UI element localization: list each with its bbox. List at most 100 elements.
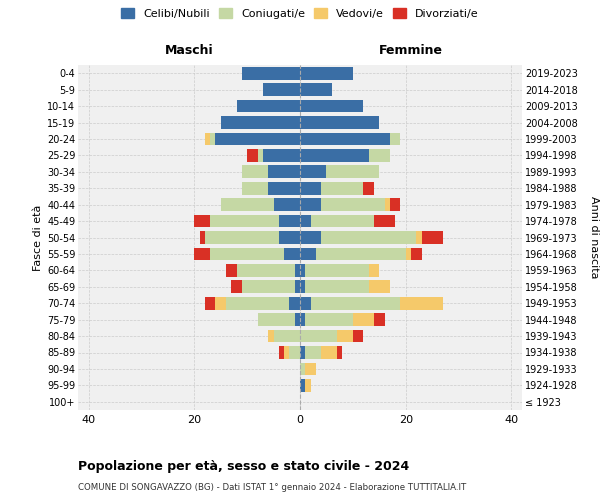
Bar — [369, 264, 379, 277]
Bar — [300, 330, 337, 342]
Bar — [236, 264, 295, 277]
Bar — [337, 346, 342, 359]
Bar — [289, 297, 300, 310]
Bar — [364, 182, 374, 194]
Bar — [300, 379, 305, 392]
Bar — [374, 313, 385, 326]
Bar — [321, 346, 337, 359]
Y-axis label: Fasce di età: Fasce di età — [32, 204, 43, 270]
Bar — [205, 297, 215, 310]
Bar — [300, 132, 390, 145]
Y-axis label: Anni di nascita: Anni di nascita — [589, 196, 599, 279]
Bar — [226, 264, 236, 277]
Bar — [390, 198, 400, 211]
Bar — [295, 280, 300, 293]
Bar — [300, 100, 364, 112]
Bar — [305, 264, 369, 277]
Bar — [221, 116, 300, 129]
Bar — [300, 346, 305, 359]
Bar — [311, 297, 400, 310]
Bar — [353, 313, 374, 326]
Bar — [279, 214, 300, 228]
Text: Femmine: Femmine — [379, 44, 443, 58]
Bar — [300, 83, 332, 96]
Bar — [353, 330, 364, 342]
Bar — [300, 166, 326, 178]
Bar — [305, 362, 316, 376]
Bar — [411, 248, 422, 260]
Text: Maschi: Maschi — [164, 44, 214, 58]
Bar — [400, 297, 443, 310]
Bar — [311, 214, 374, 228]
Bar — [258, 313, 295, 326]
Bar — [300, 231, 321, 244]
Bar — [242, 182, 268, 194]
Bar — [263, 83, 300, 96]
Bar — [422, 231, 443, 244]
Bar — [226, 297, 289, 310]
Bar — [406, 248, 411, 260]
Bar — [268, 166, 300, 178]
Text: Popolazione per età, sesso e stato civile - 2024: Popolazione per età, sesso e stato civil… — [78, 460, 409, 473]
Bar — [300, 362, 305, 376]
Bar — [279, 231, 300, 244]
Bar — [300, 214, 311, 228]
Bar — [295, 313, 300, 326]
Legend: Celibi/Nubili, Coniugati/e, Vedovi/e, Divorziati/e: Celibi/Nubili, Coniugati/e, Vedovi/e, Di… — [121, 8, 479, 19]
Bar — [279, 346, 284, 359]
Bar — [300, 313, 305, 326]
Bar — [236, 100, 300, 112]
Bar — [300, 248, 316, 260]
Bar — [300, 182, 321, 194]
Bar — [300, 116, 379, 129]
Bar — [300, 297, 311, 310]
Bar — [295, 264, 300, 277]
Bar — [385, 198, 390, 211]
Bar — [231, 280, 242, 293]
Bar — [274, 330, 300, 342]
Bar — [305, 379, 311, 392]
Bar — [210, 132, 215, 145]
Bar — [215, 297, 226, 310]
Bar — [247, 149, 258, 162]
Bar — [300, 67, 353, 80]
Bar — [326, 166, 379, 178]
Bar — [221, 198, 274, 211]
Bar — [242, 280, 295, 293]
Bar — [300, 198, 321, 211]
Bar — [305, 346, 321, 359]
Bar — [205, 231, 279, 244]
Bar — [242, 166, 268, 178]
Bar — [321, 198, 385, 211]
Bar — [300, 280, 305, 293]
Bar — [210, 248, 284, 260]
Bar — [194, 248, 210, 260]
Bar — [289, 346, 300, 359]
Bar — [242, 67, 300, 80]
Bar — [215, 132, 300, 145]
Bar — [200, 231, 205, 244]
Bar — [369, 149, 390, 162]
Bar — [268, 182, 300, 194]
Bar — [210, 214, 279, 228]
Bar — [263, 149, 300, 162]
Bar — [284, 248, 300, 260]
Bar — [194, 214, 210, 228]
Bar — [305, 313, 353, 326]
Bar — [205, 132, 210, 145]
Bar — [305, 280, 369, 293]
Bar — [316, 248, 406, 260]
Bar — [284, 346, 289, 359]
Text: COMUNE DI SONGAVAZZO (BG) - Dati ISTAT 1° gennaio 2024 - Elaborazione TUTTITALIA: COMUNE DI SONGAVAZZO (BG) - Dati ISTAT 1… — [78, 482, 466, 492]
Bar — [321, 182, 364, 194]
Bar — [369, 280, 390, 293]
Bar — [258, 149, 263, 162]
Bar — [321, 231, 416, 244]
Bar — [374, 214, 395, 228]
Bar — [337, 330, 353, 342]
Bar — [300, 264, 305, 277]
Bar — [390, 132, 400, 145]
Bar — [268, 330, 274, 342]
Bar — [300, 149, 369, 162]
Bar — [416, 231, 422, 244]
